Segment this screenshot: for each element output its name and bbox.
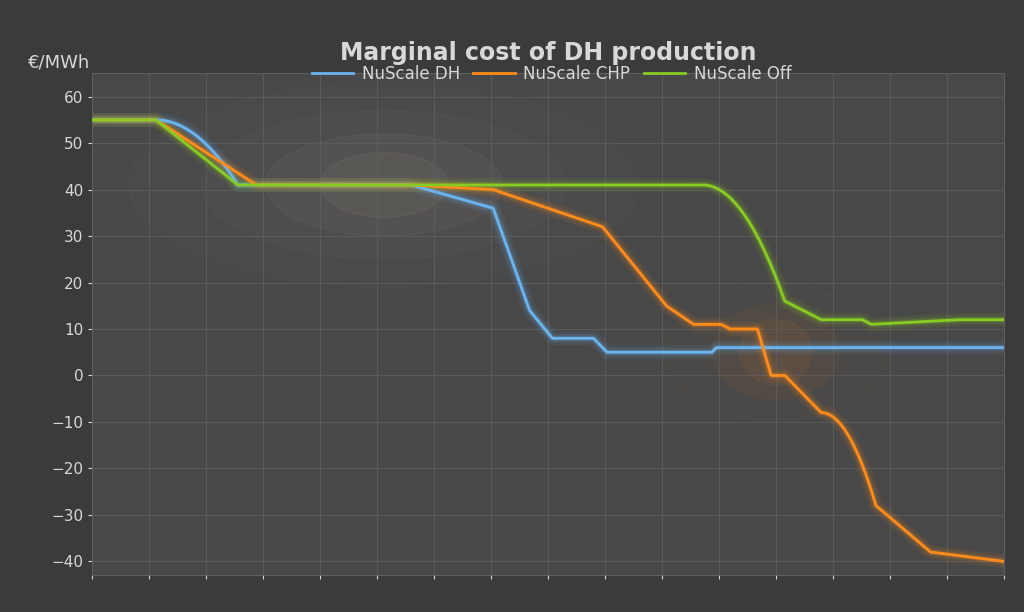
NuScale Off [86, 116, 98, 124]
NuScale Off [505, 181, 517, 188]
NuScale CHP [132, 116, 144, 124]
NuScale Off [972, 316, 984, 323]
NuScale DH [972, 344, 984, 351]
Line: NuScale DH: NuScale DH [92, 120, 1004, 353]
NuScale CHP [529, 200, 542, 207]
NuScale DH [997, 344, 1010, 351]
Line: NuScale CHP: NuScale CHP [92, 120, 1004, 561]
Title: Marginal cost of DH production: Marginal cost of DH production [340, 40, 756, 64]
NuScale Off [132, 116, 144, 124]
NuScale CHP [997, 558, 1010, 565]
Line: NuScale Off: NuScale Off [92, 120, 1004, 324]
NuScale DH [971, 344, 983, 351]
NuScale DH [86, 116, 98, 124]
NuScale Off [865, 321, 878, 328]
NuScale DH [804, 344, 816, 351]
NuScale CHP [86, 116, 98, 124]
NuScale Off [971, 316, 983, 323]
NuScale DH [505, 255, 517, 263]
NuScale CHP [971, 554, 983, 562]
NuScale CHP [505, 192, 517, 200]
NuScale Off [529, 181, 542, 188]
NuScale Off [804, 310, 816, 318]
Ellipse shape [739, 319, 812, 385]
NuScale DH [132, 116, 144, 124]
NuScale DH [601, 349, 613, 356]
NuScale CHP [971, 554, 983, 562]
NuScale Off [997, 316, 1010, 323]
NuScale CHP [804, 397, 816, 405]
NuScale DH [529, 314, 542, 321]
Legend: NuScale DH, NuScale CHP, NuScale Off: NuScale DH, NuScale CHP, NuScale Off [308, 62, 795, 86]
Text: €/MWh: €/MWh [29, 53, 90, 72]
